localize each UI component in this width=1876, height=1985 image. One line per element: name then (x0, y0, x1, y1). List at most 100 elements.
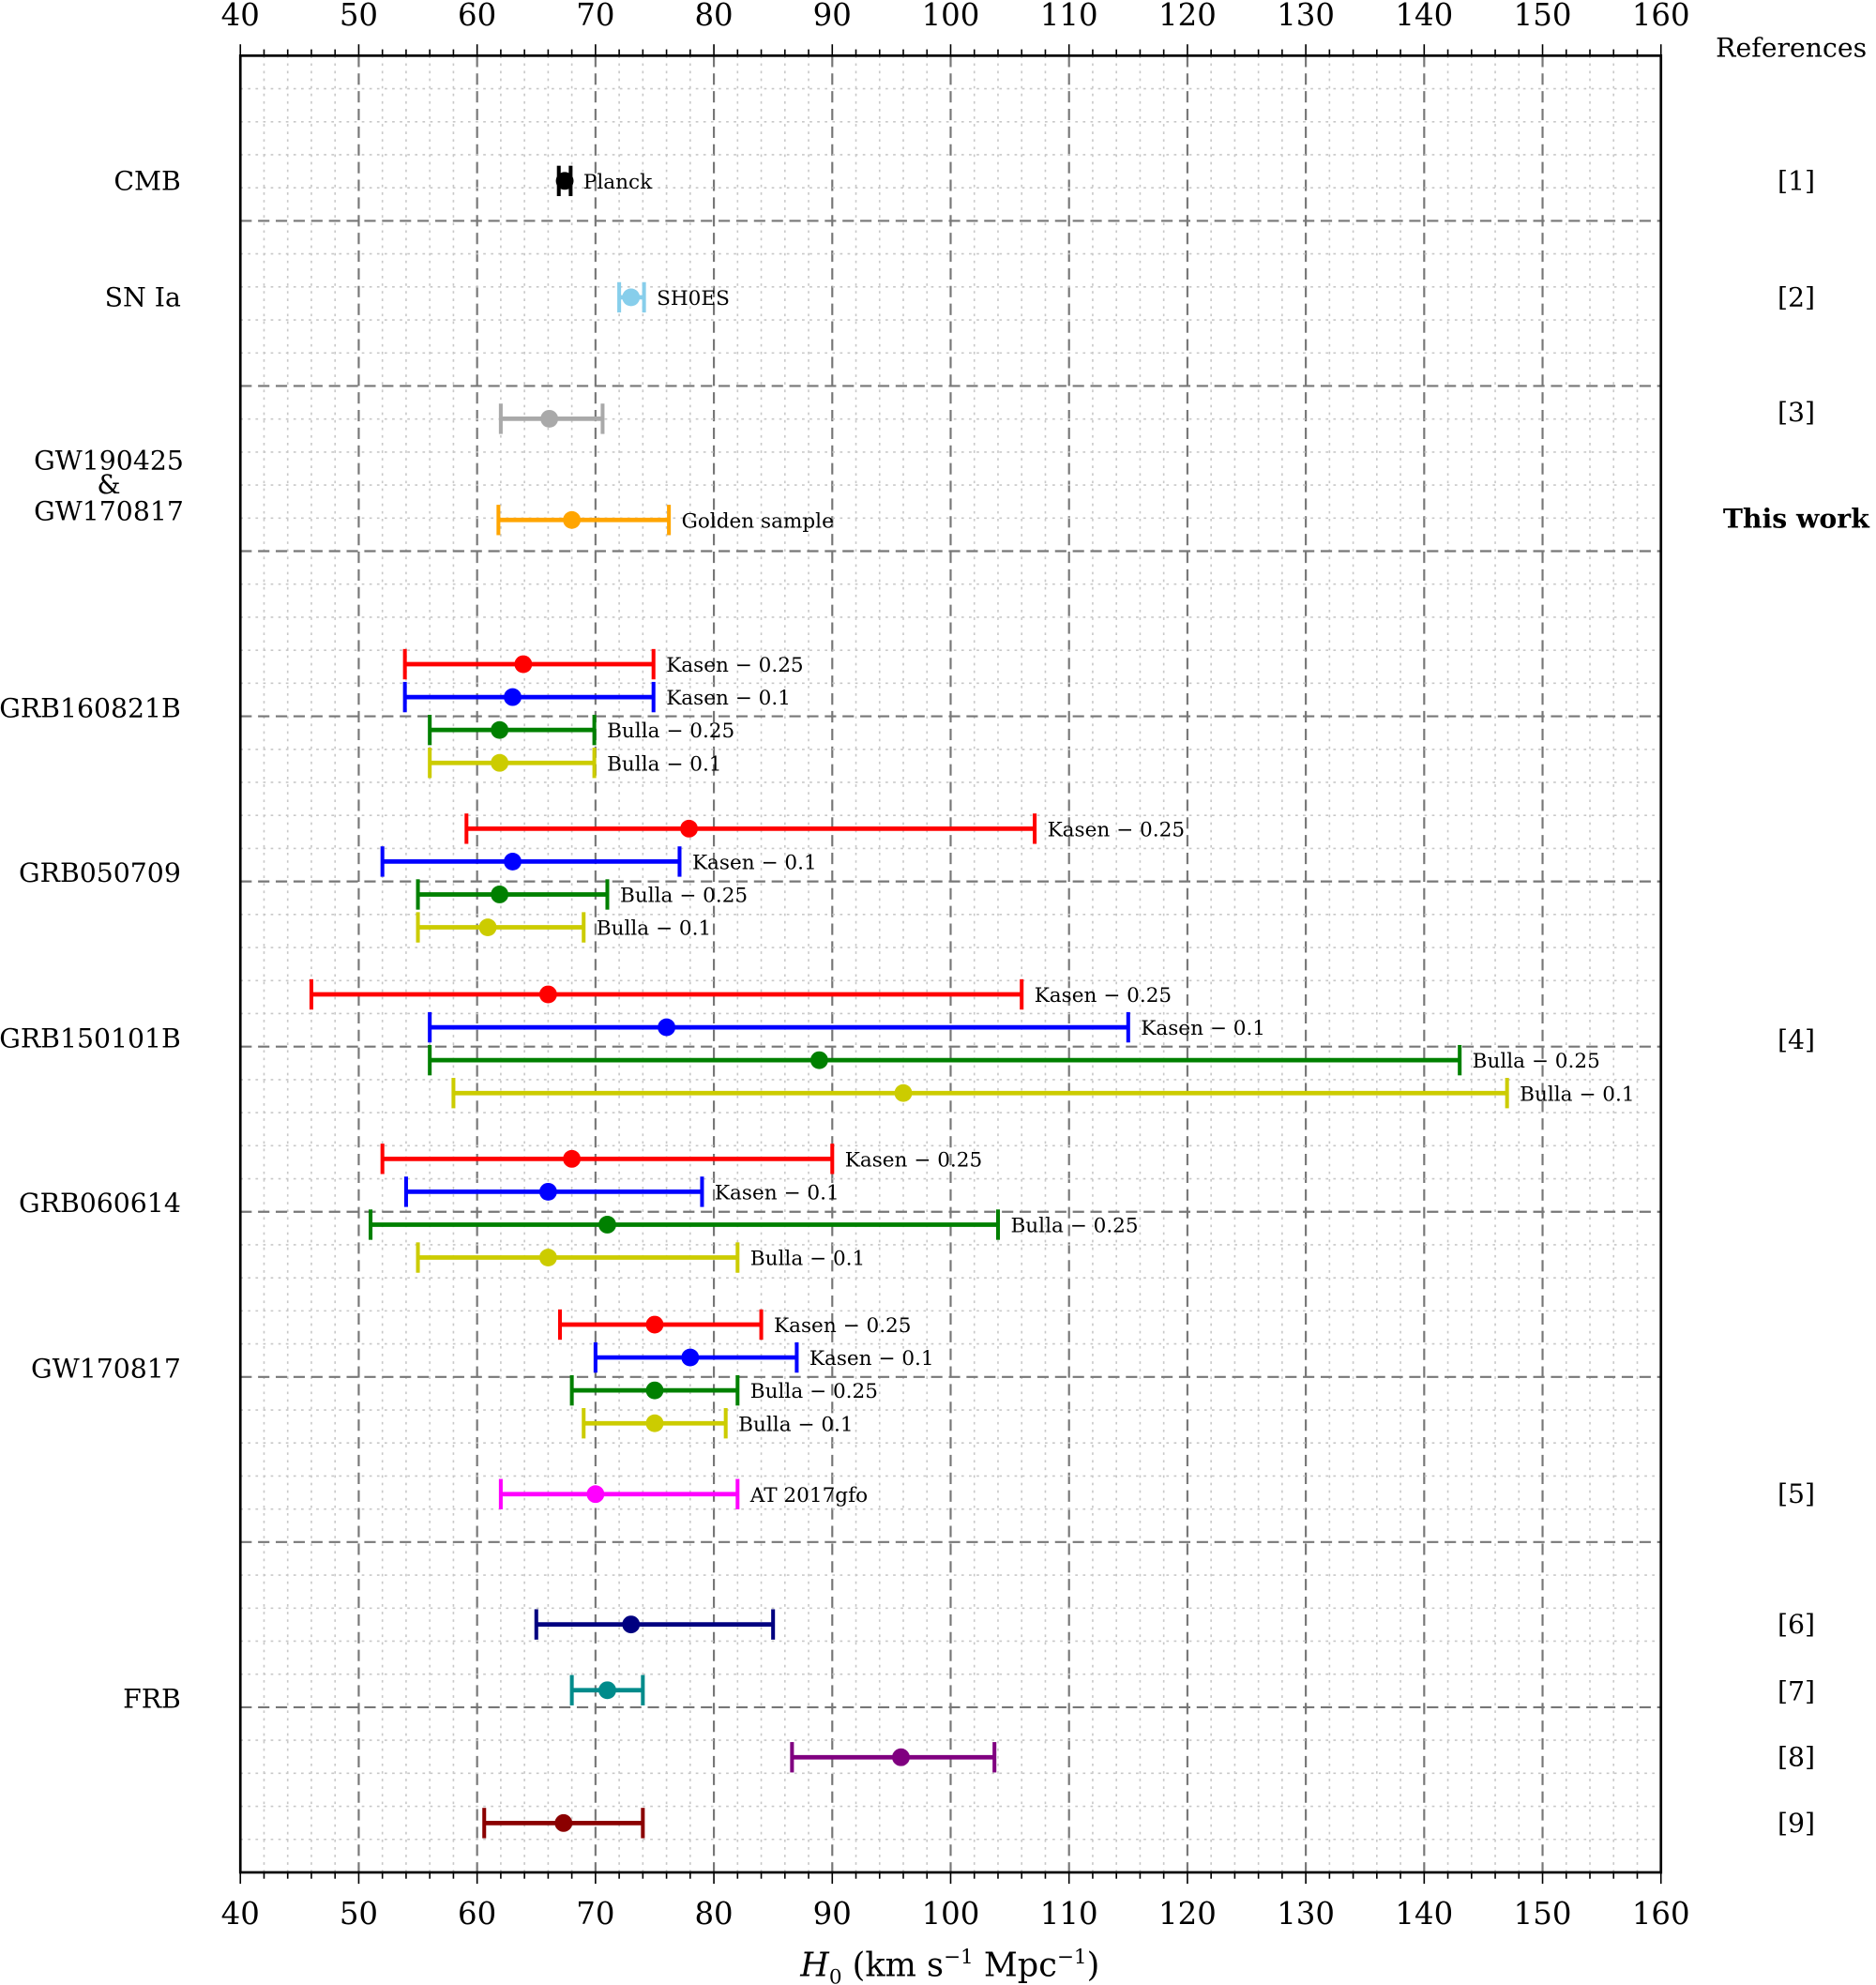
data-point (645, 1381, 664, 1400)
reference-label: [2] (1778, 281, 1815, 312)
data-point (504, 852, 522, 871)
x-tick-label-bottom: 110 (1040, 1896, 1098, 1932)
data-point (504, 688, 522, 706)
point-label: Kasen − 0.25 (774, 1314, 911, 1338)
x-tick-label-top: 100 (922, 0, 980, 33)
data-point (622, 288, 641, 307)
errorbar-point: Kasen − 0.1 (380, 846, 817, 877)
errorbar-point: Kasen − 0.1 (428, 1011, 1265, 1043)
group-label: SN Ia (105, 281, 181, 312)
errorbar-point: SH0ES (617, 281, 730, 313)
errorbar-point: Kasen − 0.25 (402, 648, 804, 680)
reference-label: [3] (1778, 397, 1815, 428)
point-label: Kasen − 0.1 (1141, 1017, 1265, 1040)
point-label: Bulla − 0.1 (1520, 1083, 1634, 1106)
errorbar-point: Bulla − 0.25 (428, 1044, 1600, 1076)
x-tick-label-bottom: 100 (922, 1896, 980, 1932)
reference-label: [6] (1778, 1609, 1815, 1640)
group-label: FRB (123, 1684, 181, 1715)
x-label-part: (km s (842, 1947, 944, 1985)
axes: 40 40 50 50 60 60 70 70 80 80 90 90 100 100 110 110 120 1… (221, 0, 1690, 1932)
x-tick-label-top: 160 (1632, 0, 1690, 33)
x-tick-label-top: 130 (1277, 0, 1335, 33)
data-point (478, 918, 497, 936)
errorbar-point: Bulla − 0.1 (416, 1242, 865, 1273)
x-tick-label-bottom: 50 (340, 1896, 378, 1932)
point-label: Bulla − 0.1 (607, 752, 721, 776)
data-point (586, 1485, 605, 1504)
reference-label: This work (1723, 502, 1870, 534)
group-label: & (97, 469, 120, 500)
data-point (894, 1083, 913, 1102)
data-point (514, 655, 533, 674)
point-label: Bulla − 0.25 (750, 1380, 878, 1403)
x-label-part: 0 (829, 1966, 842, 1985)
data-point (645, 1414, 664, 1432)
x-tick-label-bottom: 160 (1632, 1896, 1690, 1932)
errorbar-point: Kasen − 0.25 (380, 1144, 982, 1174)
errorbar-point (482, 1808, 645, 1839)
reference-label: [9] (1778, 1808, 1815, 1839)
data-point (563, 510, 582, 529)
errorbar-point: Kasen − 0.1 (593, 1341, 934, 1373)
references-header: References (1716, 33, 1867, 64)
errorbar-point: AT 2017gfo (498, 1478, 868, 1509)
group-label: GW190425 (34, 445, 184, 476)
plot-frame (238, 53, 1663, 1874)
point-label: Kasen − 0.1 (715, 1181, 840, 1205)
errorbar-point: Kasen − 0.1 (402, 681, 791, 713)
point-label: Bulla − 0.25 (620, 885, 748, 908)
errorbar-point: Bulla − 0.25 (428, 714, 734, 746)
x-tick-label-top: 120 (1158, 0, 1217, 33)
x-label-part: −1 (1057, 1946, 1087, 1969)
data-point (658, 1018, 676, 1037)
point-label: Kasen − 0.25 (1048, 818, 1185, 841)
data-point (680, 819, 699, 838)
errorbar-point (498, 403, 605, 434)
x-tick-label-top: 80 (694, 0, 733, 33)
data-point (491, 720, 509, 739)
data-point (563, 1149, 582, 1168)
point-label: Kasen − 0.25 (845, 1148, 982, 1172)
point-label: Bulla − 0.1 (750, 1248, 865, 1271)
point-label: AT 2017gfo (749, 1484, 868, 1508)
errorbar-point: Kasen − 0.1 (403, 1176, 840, 1207)
reference-label: [1] (1778, 165, 1815, 196)
point-label: Bulla − 0.1 (597, 917, 711, 941)
x-tick-label-top: 50 (340, 0, 378, 33)
data-point (809, 1051, 828, 1069)
errorbar-point (569, 1674, 645, 1705)
x-tick-label-bottom: 90 (813, 1896, 852, 1932)
errorbar-point: Bulla − 0.25 (369, 1209, 1139, 1240)
reference-label: [8] (1778, 1742, 1815, 1773)
x-tick-label-bottom: 70 (576, 1896, 614, 1932)
x-tick-label-bottom: 60 (458, 1896, 496, 1932)
data-point (598, 1681, 616, 1700)
data-point (538, 1249, 557, 1266)
data-point (538, 1182, 557, 1201)
errorbar-point: Bulla − 0.1 (416, 912, 711, 943)
x-tick-label-top: 140 (1395, 0, 1453, 33)
x-label-part: −1 (944, 1946, 974, 1969)
errorbar-point: Bulla − 0.1 (428, 748, 722, 779)
data-point (681, 1348, 700, 1367)
point-label: Kasen − 0.25 (666, 654, 803, 677)
reference-label: [4] (1778, 1024, 1815, 1055)
data-point (892, 1748, 910, 1766)
x-tick-label-bottom: 40 (221, 1896, 260, 1932)
x-axis-label: H0 (km s−1 Mpc−1) (799, 1946, 1099, 1985)
data-point (598, 1216, 616, 1234)
point-label: SH0ES (657, 287, 730, 311)
errorbar-point: Kasen − 0.25 (464, 813, 1185, 844)
point-label: Bulla − 0.25 (1010, 1215, 1138, 1238)
group-label: GW170817 (31, 1354, 181, 1385)
data-point (645, 1315, 664, 1334)
x-tick-label-top: 40 (221, 0, 260, 33)
point-label: Kasen − 0.25 (1035, 984, 1172, 1008)
grid (240, 55, 1661, 1872)
point-label: Kasen − 0.1 (692, 852, 817, 875)
point-label: Kasen − 0.1 (809, 1347, 934, 1371)
